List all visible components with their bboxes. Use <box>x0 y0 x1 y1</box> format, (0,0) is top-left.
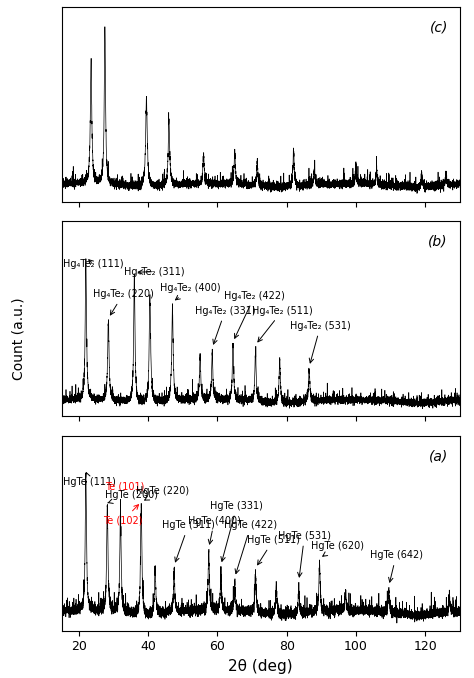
Text: Hg₄Te₂ (111): Hg₄Te₂ (111) <box>64 259 124 269</box>
Text: Te (102): Te (102) <box>103 504 143 525</box>
Text: HgTe (531): HgTe (531) <box>278 531 331 577</box>
Text: Count (a.u.): Count (a.u.) <box>12 298 26 380</box>
Text: HgTe (331): HgTe (331) <box>210 500 264 561</box>
Text: (b): (b) <box>428 235 448 249</box>
Text: HgTe (311): HgTe (311) <box>162 520 215 562</box>
Text: HgTe (200): HgTe (200) <box>105 490 158 503</box>
Text: HgTe (511): HgTe (511) <box>247 535 300 565</box>
X-axis label: 2θ (deg): 2θ (deg) <box>228 659 293 674</box>
Text: Hg₄Te₂ (220): Hg₄Te₂ (220) <box>93 290 154 315</box>
Text: Hg₄Te₂ (311): Hg₄Te₂ (311) <box>124 266 184 277</box>
Text: Hg₄Te₂ (331): Hg₄Te₂ (331) <box>195 306 255 344</box>
Text: (a): (a) <box>428 450 448 463</box>
Text: HgTe (111): HgTe (111) <box>64 473 116 487</box>
Text: HgTe (422): HgTe (422) <box>224 520 277 574</box>
Text: (c): (c) <box>429 20 448 35</box>
Text: HgTe (642): HgTe (642) <box>370 550 423 582</box>
Text: HgTe (620): HgTe (620) <box>311 541 364 556</box>
Text: HgTe (220): HgTe (220) <box>136 485 189 500</box>
Text: Hg₄Te₂ (400): Hg₄Te₂ (400) <box>160 283 221 300</box>
Text: Te (101): Te (101) <box>105 481 144 491</box>
Text: Hg₄Te₂ (531): Hg₄Te₂ (531) <box>290 321 351 363</box>
Text: HgTe (400): HgTe (400) <box>188 515 241 544</box>
Text: Hg₄Te₂ (422): Hg₄Te₂ (422) <box>224 291 285 338</box>
Text: Hg₄Te₂ (511): Hg₄Te₂ (511) <box>252 306 313 342</box>
